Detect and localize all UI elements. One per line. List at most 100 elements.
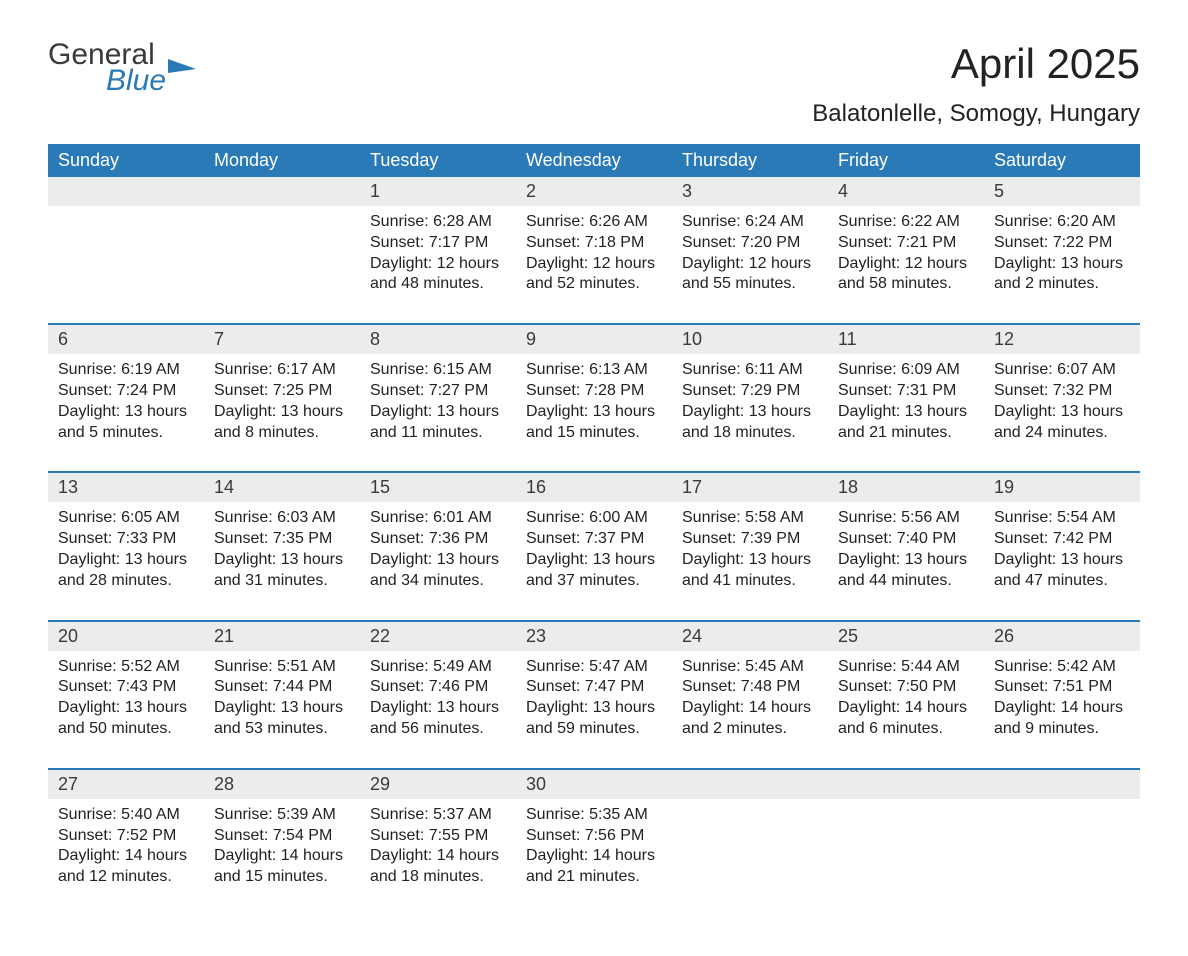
week-content-row: Sunrise: 6:19 AMSunset: 7:24 PMDaylight:… bbox=[48, 354, 1140, 472]
day-number-cell: 19 bbox=[984, 472, 1140, 502]
day-cell: Sunrise: 5:39 AMSunset: 7:54 PMDaylight:… bbox=[204, 799, 360, 916]
week-content-row: Sunrise: 6:28 AMSunset: 7:17 PMDaylight:… bbox=[48, 206, 1140, 324]
day-number-cell: 30 bbox=[516, 769, 672, 799]
week-content-row: Sunrise: 6:05 AMSunset: 7:33 PMDaylight:… bbox=[48, 502, 1140, 620]
daylight-text-1: Daylight: 12 hours bbox=[526, 254, 662, 275]
day-cell: Sunrise: 5:37 AMSunset: 7:55 PMDaylight:… bbox=[360, 799, 516, 916]
day-cell bbox=[984, 799, 1140, 916]
day-number-cell: 6 bbox=[48, 324, 204, 354]
day-number-cell: 12 bbox=[984, 324, 1140, 354]
daylight-text-1: Daylight: 13 hours bbox=[838, 550, 974, 571]
daylight-text-2: and 47 minutes. bbox=[994, 571, 1130, 592]
daylight-text-1: Daylight: 14 hours bbox=[682, 698, 818, 719]
daylight-text-2: and 21 minutes. bbox=[838, 423, 974, 444]
sunset-text: Sunset: 7:40 PM bbox=[838, 529, 974, 550]
sunset-text: Sunset: 7:54 PM bbox=[214, 826, 350, 847]
sunrise-text: Sunrise: 6:11 AM bbox=[682, 360, 818, 381]
daylight-text-2: and 8 minutes. bbox=[214, 423, 350, 444]
daylight-text-1: Daylight: 13 hours bbox=[58, 402, 194, 423]
sunset-text: Sunset: 7:31 PM bbox=[838, 381, 974, 402]
sunset-text: Sunset: 7:25 PM bbox=[214, 381, 350, 402]
day-number-cell: 8 bbox=[360, 324, 516, 354]
day-cell: Sunrise: 6:03 AMSunset: 7:35 PMDaylight:… bbox=[204, 502, 360, 620]
sunrise-text: Sunrise: 5:42 AM bbox=[994, 657, 1130, 678]
sunrise-text: Sunrise: 5:40 AM bbox=[58, 805, 194, 826]
daylight-text-1: Daylight: 14 hours bbox=[58, 846, 194, 867]
daylight-text-2: and 28 minutes. bbox=[58, 571, 194, 592]
sunset-text: Sunset: 7:17 PM bbox=[370, 233, 506, 254]
daylight-text-2: and 44 minutes. bbox=[838, 571, 974, 592]
daylight-text-2: and 56 minutes. bbox=[370, 719, 506, 740]
weekday-header: Tuesday bbox=[360, 144, 516, 177]
daylight-text-2: and 9 minutes. bbox=[994, 719, 1130, 740]
sunset-text: Sunset: 7:29 PM bbox=[682, 381, 818, 402]
daylight-text-1: Daylight: 13 hours bbox=[370, 698, 506, 719]
daylight-text-2: and 52 minutes. bbox=[526, 274, 662, 295]
daylight-text-2: and 6 minutes. bbox=[838, 719, 974, 740]
location: Balatonlelle, Somogy, Hungary bbox=[812, 100, 1140, 128]
daylight-text-2: and 18 minutes. bbox=[682, 423, 818, 444]
sunset-text: Sunset: 7:48 PM bbox=[682, 677, 818, 698]
day-cell bbox=[48, 206, 204, 324]
day-number-cell: 22 bbox=[360, 621, 516, 651]
day-cell: Sunrise: 5:47 AMSunset: 7:47 PMDaylight:… bbox=[516, 651, 672, 769]
sunrise-text: Sunrise: 5:44 AM bbox=[838, 657, 974, 678]
day-number-cell: 11 bbox=[828, 324, 984, 354]
day-number-cell: 28 bbox=[204, 769, 360, 799]
day-cell: Sunrise: 6:26 AMSunset: 7:18 PMDaylight:… bbox=[516, 206, 672, 324]
week-content-row: Sunrise: 5:52 AMSunset: 7:43 PMDaylight:… bbox=[48, 651, 1140, 769]
sunrise-text: Sunrise: 5:52 AM bbox=[58, 657, 194, 678]
sunrise-text: Sunrise: 6:00 AM bbox=[526, 508, 662, 529]
sunset-text: Sunset: 7:32 PM bbox=[994, 381, 1130, 402]
day-number-cell: 21 bbox=[204, 621, 360, 651]
daylight-text-1: Daylight: 13 hours bbox=[214, 698, 350, 719]
sunset-text: Sunset: 7:42 PM bbox=[994, 529, 1130, 550]
daylight-text-1: Daylight: 13 hours bbox=[526, 698, 662, 719]
day-cell: Sunrise: 6:05 AMSunset: 7:33 PMDaylight:… bbox=[48, 502, 204, 620]
day-number-cell: 17 bbox=[672, 472, 828, 502]
day-cell: Sunrise: 5:40 AMSunset: 7:52 PMDaylight:… bbox=[48, 799, 204, 916]
daylight-text-1: Daylight: 12 hours bbox=[838, 254, 974, 275]
day-number-cell: 27 bbox=[48, 769, 204, 799]
sunrise-text: Sunrise: 6:26 AM bbox=[526, 212, 662, 233]
day-number-cell: 18 bbox=[828, 472, 984, 502]
day-number-cell bbox=[828, 769, 984, 799]
day-cell: Sunrise: 5:45 AMSunset: 7:48 PMDaylight:… bbox=[672, 651, 828, 769]
daylight-text-1: Daylight: 14 hours bbox=[214, 846, 350, 867]
sunset-text: Sunset: 7:47 PM bbox=[526, 677, 662, 698]
sunrise-text: Sunrise: 6:28 AM bbox=[370, 212, 506, 233]
day-cell: Sunrise: 5:44 AMSunset: 7:50 PMDaylight:… bbox=[828, 651, 984, 769]
day-cell: Sunrise: 6:20 AMSunset: 7:22 PMDaylight:… bbox=[984, 206, 1140, 324]
daylight-text-1: Daylight: 13 hours bbox=[994, 254, 1130, 275]
logo: General Blue bbox=[48, 40, 196, 96]
daylight-text-1: Daylight: 12 hours bbox=[682, 254, 818, 275]
day-number-cell: 26 bbox=[984, 621, 1140, 651]
weekday-header: Saturday bbox=[984, 144, 1140, 177]
daylight-text-2: and 48 minutes. bbox=[370, 274, 506, 295]
sunset-text: Sunset: 7:27 PM bbox=[370, 381, 506, 402]
daylight-text-1: Daylight: 13 hours bbox=[682, 550, 818, 571]
sunrise-text: Sunrise: 6:19 AM bbox=[58, 360, 194, 381]
weekday-header: Sunday bbox=[48, 144, 204, 177]
day-number-cell: 23 bbox=[516, 621, 672, 651]
sunrise-text: Sunrise: 6:17 AM bbox=[214, 360, 350, 381]
calendar-table: SundayMondayTuesdayWednesdayThursdayFrid… bbox=[48, 144, 1140, 916]
sunrise-text: Sunrise: 6:13 AM bbox=[526, 360, 662, 381]
day-number-cell: 25 bbox=[828, 621, 984, 651]
day-cell: Sunrise: 6:22 AMSunset: 7:21 PMDaylight:… bbox=[828, 206, 984, 324]
sunset-text: Sunset: 7:50 PM bbox=[838, 677, 974, 698]
daylight-text-2: and 2 minutes. bbox=[682, 719, 818, 740]
daylight-text-1: Daylight: 12 hours bbox=[370, 254, 506, 275]
day-cell: Sunrise: 5:58 AMSunset: 7:39 PMDaylight:… bbox=[672, 502, 828, 620]
day-cell: Sunrise: 6:09 AMSunset: 7:31 PMDaylight:… bbox=[828, 354, 984, 472]
day-number-cell: 20 bbox=[48, 621, 204, 651]
day-cell: Sunrise: 5:56 AMSunset: 7:40 PMDaylight:… bbox=[828, 502, 984, 620]
weekday-header-row: SundayMondayTuesdayWednesdayThursdayFrid… bbox=[48, 144, 1140, 177]
day-number-cell: 14 bbox=[204, 472, 360, 502]
daylight-text-1: Daylight: 13 hours bbox=[214, 402, 350, 423]
day-number-cell bbox=[672, 769, 828, 799]
daylight-text-2: and 12 minutes. bbox=[58, 867, 194, 888]
sunset-text: Sunset: 7:33 PM bbox=[58, 529, 194, 550]
daylight-text-2: and 11 minutes. bbox=[370, 423, 506, 444]
sunrise-text: Sunrise: 5:45 AM bbox=[682, 657, 818, 678]
